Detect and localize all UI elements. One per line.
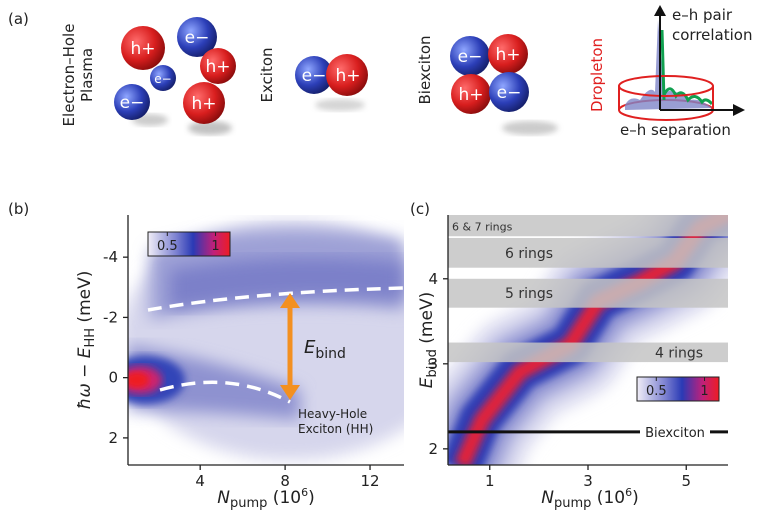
x-tick-label: 4 <box>195 472 205 490</box>
x-axis-label: Npump (106) <box>217 486 314 511</box>
particle-label: e− <box>458 47 483 67</box>
ebind-sub: bind <box>315 346 346 362</box>
x-label-sup: 6 <box>625 486 632 499</box>
shadow <box>502 121 558 135</box>
particle-label: h+ <box>458 85 483 105</box>
y-tick-label: -4 <box>103 248 118 266</box>
x-label-rest: (10 <box>591 488 625 508</box>
colorbar-tick-label: 1 <box>211 239 219 254</box>
y-label-main: ħω − E <box>75 347 95 409</box>
particle-label: e− <box>302 66 327 86</box>
particle-label: e− <box>497 83 522 103</box>
colorbar-tick-label: 1 <box>700 384 708 399</box>
plasma-label: Electron–Hole <box>60 24 78 127</box>
separation-label: e–h separation <box>620 121 731 139</box>
particle-label: h+ <box>130 39 155 59</box>
x-label-sub: pump <box>554 496 591 511</box>
particle-label: h+ <box>335 66 360 86</box>
colorbar-tick-label: 0.5 <box>157 239 178 254</box>
y-axis-label: ħω − EHH (meV) <box>75 271 98 410</box>
panel-label: (c) <box>410 200 430 218</box>
particle-label: h+ <box>205 57 230 77</box>
x-tick-label: 12 <box>360 472 379 490</box>
biexciton-label: Biexciton <box>645 426 705 441</box>
x-label-sub: pump <box>230 496 267 511</box>
panel-label: (a) <box>8 10 29 28</box>
ring-band-label: 6 rings <box>505 246 553 262</box>
y-axis-label: Ebind (meV) <box>417 292 440 388</box>
y-tick-label: 4 <box>428 270 438 288</box>
exciton-label: Exciton <box>258 47 276 102</box>
y-tick-label: 2 <box>108 429 118 447</box>
correlation-label: correlation <box>672 26 753 44</box>
panel-label: (b) <box>8 200 29 218</box>
x-label-main: N <box>217 488 230 508</box>
ring-band-label: 6 & 7 rings <box>452 221 513 234</box>
ebind-main: E <box>304 337 316 358</box>
x-label-rest: (10 <box>267 488 301 508</box>
x-label-main: N <box>541 488 554 508</box>
ring-band <box>448 279 728 308</box>
panel-a: (a) Electron–Hole Plasma h+ e− h+ e− e− … <box>8 5 753 139</box>
shadow <box>315 99 365 111</box>
x-label-sup: 6 <box>301 486 308 499</box>
y-label-rest: (meV) <box>75 271 95 328</box>
x-tick-label: 8 <box>280 472 290 490</box>
x-label-end: ) <box>632 488 639 508</box>
colorbar-tick-label: 0.5 <box>646 384 667 399</box>
particle-label: e− <box>185 28 210 48</box>
ring-band-label: 5 rings <box>505 286 553 302</box>
x-tick-label: 1 <box>485 472 495 490</box>
x-tick-label: 5 <box>681 472 691 490</box>
hh-label: Heavy-Hole <box>298 407 367 421</box>
y-label-rest: (meV) <box>417 292 437 349</box>
plasma-label: Plasma <box>78 48 96 102</box>
y-tick-label: 0 <box>108 369 118 387</box>
x-label-end: ) <box>308 488 315 508</box>
ring-band-label: 4 rings <box>655 345 703 361</box>
correlation-label: e–h pair <box>672 6 733 24</box>
y-tick-label: 3 <box>428 355 438 373</box>
y-tick-label: -2 <box>103 308 118 326</box>
particle-label: e− <box>120 93 145 113</box>
figure: (a) Electron–Hole Plasma h+ e− h+ e− e− … <box>0 0 765 521</box>
particle-label: e− <box>154 72 171 86</box>
y-label-sub: HH <box>83 328 98 348</box>
particle-label: h+ <box>495 45 520 65</box>
ring-band <box>448 238 728 268</box>
dropleton-label: Dropleton <box>588 38 606 112</box>
x-tick-label: 3 <box>583 472 593 490</box>
biexciton-label: Biexciton <box>416 35 434 104</box>
hh-label: Exciton (HH) <box>298 422 373 436</box>
y-tick-label: 2 <box>428 440 438 458</box>
particle-label: h+ <box>191 94 216 114</box>
y-label-main: E <box>417 377 437 388</box>
